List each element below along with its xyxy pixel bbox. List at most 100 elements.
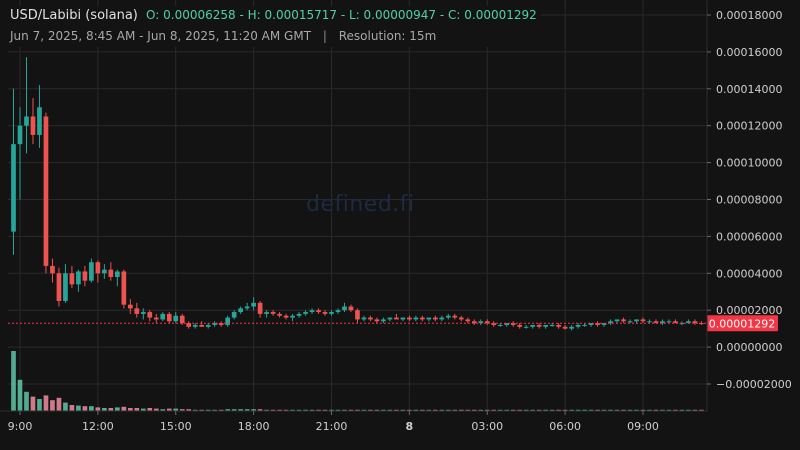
candle-body [452,315,458,318]
volume-bar [426,409,432,411]
candle-body [407,317,412,320]
legend-separator: | [322,29,327,43]
volume-bar [420,409,425,411]
candle-body [166,313,172,322]
volume-bar [24,391,29,411]
candle-body [296,313,302,316]
volume-bar [387,409,393,411]
time-tick-label: 9:00 [8,420,33,433]
candle-body [458,317,464,320]
volume-bar [89,406,94,411]
volume-bar [588,409,594,411]
volume-bar [231,409,237,411]
volume-bar [394,409,399,411]
volume-bar [679,409,685,411]
volume-bar [335,409,341,411]
candle-body [387,317,393,320]
candle-body [426,317,432,320]
candle-body [309,310,315,313]
volume-bar [582,409,587,411]
candle-body [160,313,166,320]
volume-bar [692,409,698,411]
time-axis[interactable]: 9:00 12:00 15:00 18:00 21:00 8 03:00 06:00 09:00 [0,410,707,433]
candle-body [140,312,146,314]
volume-bar [43,395,49,411]
candle-body [608,321,613,324]
volume-bar [238,409,243,411]
volume-bar [504,409,510,411]
volume-bar [407,409,412,411]
volume-bar [160,409,166,411]
candle-body [666,321,672,323]
candle-body [43,116,49,266]
volume-bar [653,409,659,411]
candle-body [621,319,626,322]
price-tick-label: −0.00002000 [716,378,792,391]
candle-body [647,321,652,323]
candle-body [316,310,321,313]
volume-bar [452,409,458,411]
candle-body [82,271,88,281]
candle-body [173,315,179,322]
candle-body [575,324,581,327]
candle-body [465,319,471,322]
candle-body [205,324,211,327]
candle-body [361,317,367,320]
time-range: Jun 7, 2025, 8:45 AM - Jun 8, 2025, 11:2… [10,29,312,43]
candle-body [121,271,127,305]
volume-bar [173,408,179,411]
volume-bar [491,409,497,411]
volume-bar [322,409,328,411]
volume-bar [212,409,218,411]
volume-bar [400,409,406,411]
candle-body [37,107,42,135]
candle-body [536,324,542,327]
volume-bar [348,409,354,411]
volume-bar [517,409,523,411]
candle-body [303,312,308,314]
candle-body [556,324,561,327]
volume-bar [251,409,256,411]
volume-bar [569,409,574,411]
volume-bar [530,409,536,411]
last-price-label: 0.00001292 [709,317,775,330]
candle-body [510,323,516,325]
time-tick-label: 18:00 [238,420,270,433]
candle-body [582,324,587,326]
volume-bar [549,409,555,411]
candle-body [218,323,224,325]
candle-body [127,304,133,309]
candle-body [179,315,185,324]
volume-bar [69,405,75,411]
candle-body [56,273,62,301]
volume-bar [296,409,302,411]
candle-body [69,273,75,285]
volume-bar [56,397,62,411]
candle-body [530,324,536,327]
volume-bar [660,409,665,411]
candle-body [153,317,159,320]
volume-bar [614,409,620,411]
volume-bar [134,408,140,411]
price-axis[interactable]: 0.00018000 0.00016000 0.00014000 0.00012000… [706,0,792,411]
volume-bar [536,409,542,411]
volume-bar [621,409,626,411]
volume-bar [147,408,153,411]
volume-bar [205,409,211,411]
candle-body [102,269,107,274]
volume-bar [290,409,295,411]
volume-bar [153,408,159,411]
candle-body [115,271,120,277]
time-tick-label: 12:00 [82,420,114,433]
candle-body [504,323,510,325]
candle-body [588,323,594,325]
volume-bar [199,409,205,411]
candle-body [445,315,451,318]
chart-legend: USD/Labibi (solana) O: 0.00006258 - H: 0… [6,6,541,47]
volume-bar [140,408,146,411]
candle-body [95,262,101,274]
candle-body [108,269,114,277]
time-tick-label: 21:00 [316,420,348,433]
candle-body [400,317,406,320]
